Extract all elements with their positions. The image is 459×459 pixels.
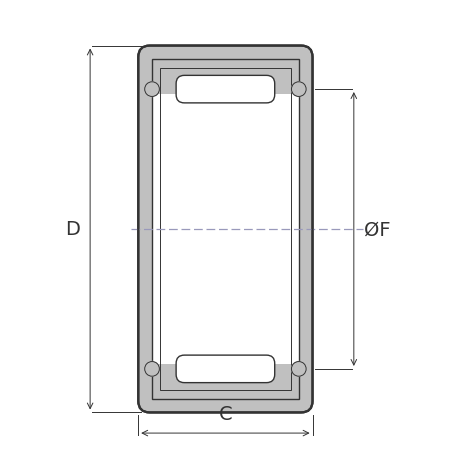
Bar [152,364,298,399]
FancyBboxPatch shape [176,355,274,383]
Circle shape [291,83,305,97]
Bar [152,60,298,399]
FancyBboxPatch shape [138,46,312,413]
Text: ØF: ØF [363,220,390,239]
Text: C: C [218,404,232,423]
Circle shape [145,83,159,97]
Text: D: D [65,220,80,239]
Bar [152,77,298,382]
FancyBboxPatch shape [176,76,274,104]
Bar [152,60,298,95]
Circle shape [145,362,159,376]
Bar [160,68,290,391]
Circle shape [291,362,305,376]
